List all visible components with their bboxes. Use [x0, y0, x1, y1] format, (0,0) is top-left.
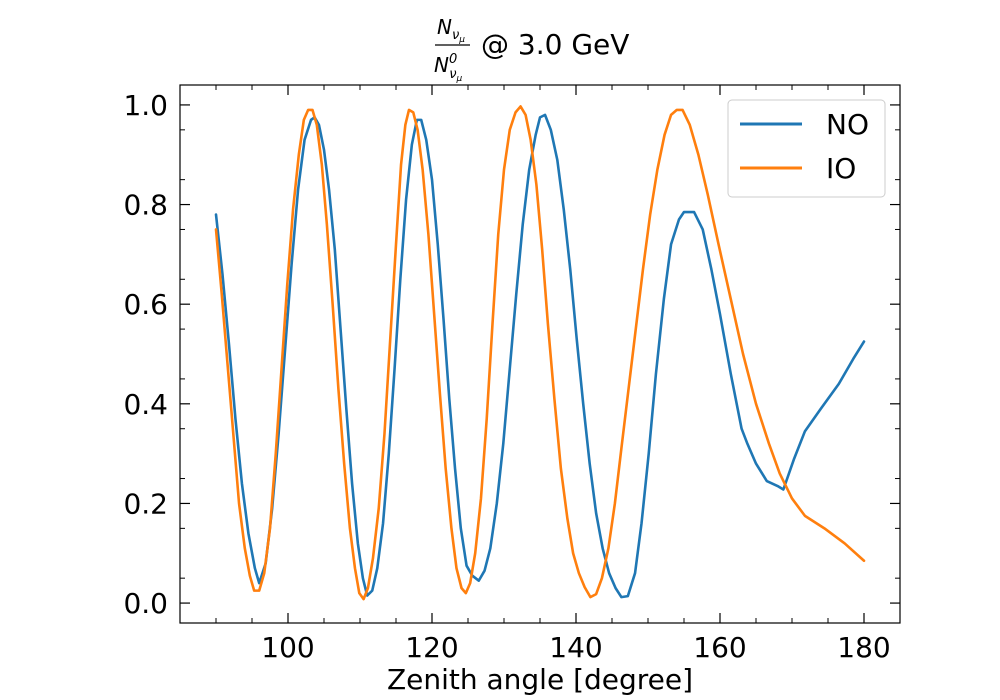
y-tick-label: 0.8	[123, 189, 168, 222]
title-numerator: Nνμ	[437, 15, 465, 45]
y-tick-label: 1.0	[123, 89, 168, 122]
series-line-io	[214, 105, 866, 601]
plot-area: 100 120 140 160 180 0.0 0.2 0.4 0.6 0.8 1.0	[123, 84, 901, 664]
y-tick-label: 0.0	[123, 587, 168, 620]
x-axis-label: Zenith angle [degree]	[387, 663, 693, 696]
x-tick-label: 120	[405, 631, 458, 664]
title-suffix: @ 3.0 GeV	[481, 28, 629, 61]
y-tick-label: 0.2	[123, 487, 168, 520]
axis-ticks	[180, 85, 900, 623]
axis-tick-labels: 100 120 140 160 180 0.0 0.2 0.4 0.6 0.8 1.0	[123, 89, 890, 664]
y-tick-label: 0.6	[123, 288, 168, 321]
legend: NO IO	[727, 99, 886, 198]
x-tick-label: 160	[693, 631, 746, 664]
series-lines	[214, 105, 866, 601]
x-tick-label: 180	[837, 631, 890, 664]
chart-title: Nνμ N0 νμ @ 3.0 GeV	[434, 15, 629, 84]
y-tick-label: 0.4	[123, 388, 168, 421]
title-denominator: N0 νμ	[434, 52, 463, 84]
x-tick-label: 140	[549, 631, 602, 664]
legend-label-io: IO	[826, 152, 856, 185]
legend-label-no: NO	[826, 108, 869, 141]
x-tick-label: 100	[261, 631, 314, 664]
